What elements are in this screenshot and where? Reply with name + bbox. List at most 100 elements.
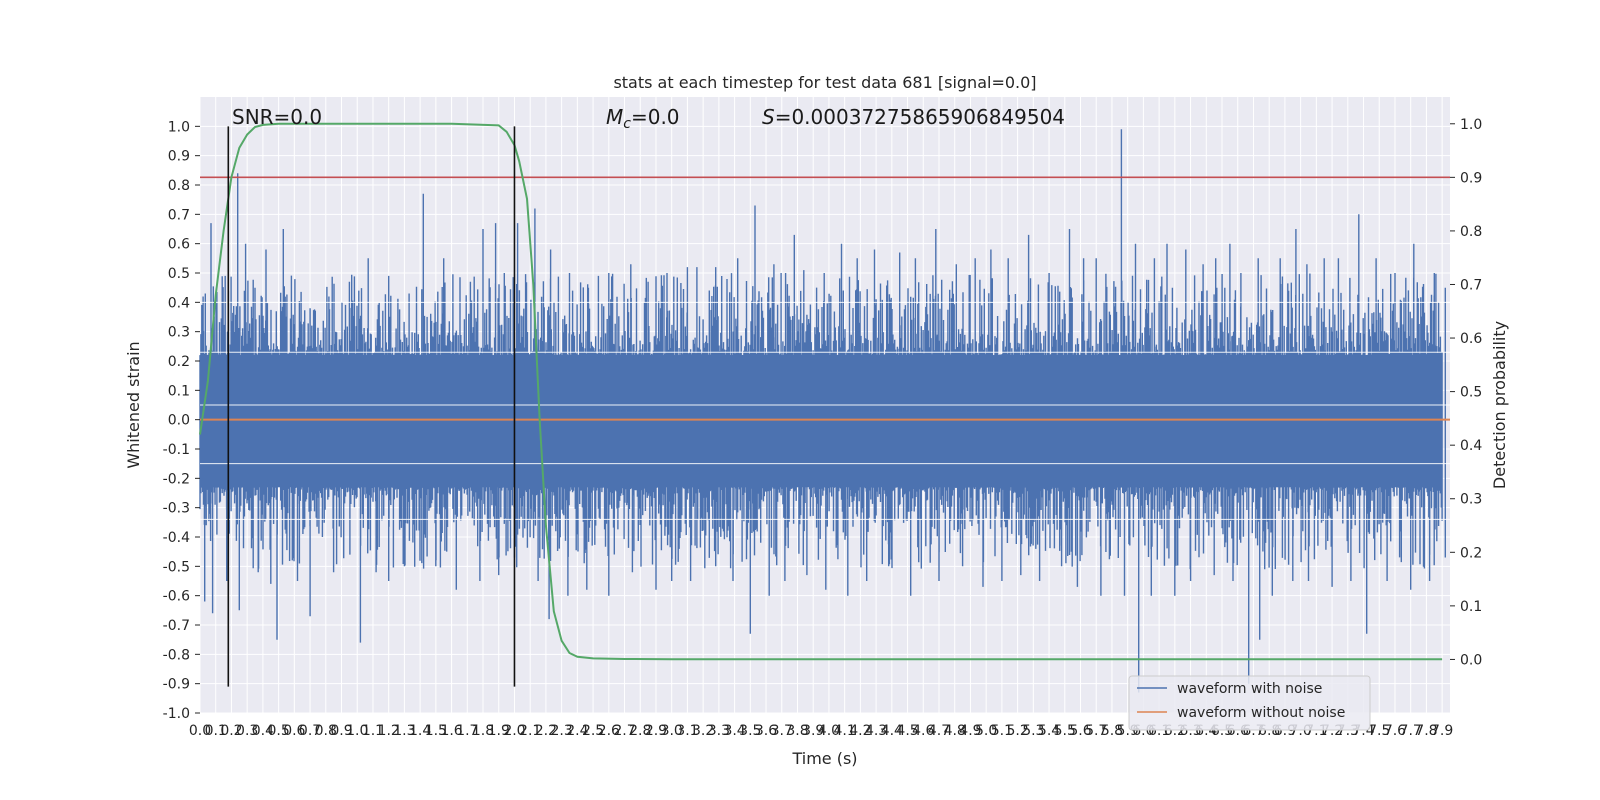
x-tick-label: 7.7	[1400, 723, 1422, 739]
mc-value: =0.0	[631, 105, 680, 129]
x-tick-label: 1.1	[362, 723, 384, 739]
x-tick-label: 0.6	[283, 723, 305, 739]
x-tick-label: 2.0	[503, 723, 525, 739]
y2-tick-label: 0.6	[1460, 331, 1482, 347]
x-tick-label: 3.5	[739, 723, 761, 739]
waveform-with-noise-series	[199, 129, 1450, 693]
x-tick-label: 1.9	[488, 723, 510, 739]
x-tick-label: 1.8	[472, 723, 494, 739]
legend-label-noise: waveform with noise	[1177, 681, 1322, 697]
x-tick-label: 3.1	[676, 723, 698, 739]
x-tick-label: 0.4	[252, 723, 274, 739]
x-tick-label: 1.2	[378, 723, 400, 739]
y-ticks: -1.0 -0.9 -0.8 -0.7 -0.6 -0.5 -0.4 -0.3 -0.2 -0.1…	[163, 119, 200, 722]
y-tick-label: 0.2	[168, 354, 190, 370]
y2-tick-label: 0.2	[1460, 545, 1482, 561]
y-axis-label: Whitened strain	[124, 341, 143, 468]
s-annotation: S=0.00037275865906849504	[762, 105, 1065, 129]
y-tick-label: 0.7	[168, 207, 190, 223]
mc-symbol: M	[606, 105, 623, 129]
y2-ticks: 0.0 0.1 0.2 0.3 0.4 0.5 0.6 0.7 0.8 0.9 1.0	[1450, 117, 1482, 668]
x-tick-label: 1.6	[440, 723, 462, 739]
x-tick-label: 5.5	[1054, 723, 1076, 739]
x-tick-label: 4.4	[881, 723, 903, 739]
y-tick-label: 0.9	[168, 149, 190, 165]
y-tick-label: 0.0	[168, 413, 190, 429]
s-value: =0.00037275865906849504	[775, 105, 1065, 129]
x-tick-label: 3.6	[755, 723, 777, 739]
x-tick-label: 5.2	[1006, 723, 1028, 739]
x-tick-label: 1.3	[393, 723, 415, 739]
x-tick-label: 4.3	[865, 723, 887, 739]
x-tick-label: 4.8	[944, 723, 966, 739]
x-tick-label: 2.1	[519, 723, 541, 739]
x-tick-label: 3.9	[802, 723, 824, 739]
x-tick-label: 4.0	[818, 723, 840, 739]
y-tick-label: -0.8	[163, 647, 190, 663]
x-tick-label: 4.5	[896, 723, 918, 739]
x-tick-label: 0.5	[267, 723, 289, 739]
y-tick-label: 0.5	[168, 266, 190, 282]
snr-annotation: SNR=0.0	[232, 105, 322, 129]
mc-subscript: c	[623, 116, 631, 132]
x-tick-label: 1.7	[456, 723, 478, 739]
x-tick-label: 5.6	[1069, 723, 1091, 739]
y2-tick-label: 0.0	[1460, 652, 1482, 668]
y-tick-label: -0.4	[163, 530, 190, 546]
x-tick-label: 7.8	[1415, 723, 1437, 739]
y-tick-label: 0.8	[168, 178, 190, 194]
y-tick-label: -0.7	[163, 618, 190, 634]
x-tick-label: 5.1	[991, 723, 1013, 739]
chart-title: stats at each timestep for test data 681…	[613, 73, 1036, 92]
y-tick-label: -0.5	[163, 559, 190, 575]
x-tick-label: 7.6	[1384, 723, 1406, 739]
s-symbol: S	[762, 105, 775, 129]
y2-tick-label: 0.1	[1460, 599, 1482, 615]
x-tick-label: 0.1	[205, 723, 227, 739]
x-tick-label: 0.3	[236, 723, 258, 739]
y-tick-label: -0.9	[163, 677, 190, 693]
x-tick-label: 5.7	[1085, 723, 1107, 739]
y2-tick-label: 0.4	[1460, 438, 1482, 454]
y-tick-label: 0.3	[168, 325, 190, 341]
x-tick-label: 3.0	[661, 723, 683, 739]
x-tick-label: 7.5	[1368, 723, 1390, 739]
x-tick-label: 0.0	[189, 723, 211, 739]
mc-annotation: Mc=0.0	[606, 105, 680, 132]
x-tick-label: 2.2	[535, 723, 557, 739]
x-tick-label: 2.8	[629, 723, 651, 739]
y-tick-label: -0.1	[163, 442, 190, 458]
y-tick-label: 0.6	[168, 237, 190, 253]
x-tick-label: 2.4	[566, 723, 588, 739]
y2-tick-label: 0.9	[1460, 170, 1482, 186]
legend: waveform with noise waveform without noi…	[1128, 675, 1371, 731]
x-tick-label: 1.5	[425, 723, 447, 739]
x-tick-label: 3.4	[723, 723, 745, 739]
x-tick-label: 4.1	[834, 723, 856, 739]
x-tick-label: 0.7	[299, 723, 321, 739]
x-tick-label: 2.5	[582, 723, 604, 739]
y2-tick-label: 0.5	[1460, 385, 1482, 401]
x-tick-label: 5.0	[975, 723, 997, 739]
x-tick-label: 0.2	[220, 723, 242, 739]
vertical-markers	[227, 126, 516, 687]
x-tick-label: 4.9	[959, 723, 981, 739]
x-tick-label: 2.3	[551, 723, 573, 739]
x-tick-label: 2.6	[598, 723, 620, 739]
y-tick-label: 1.0	[168, 119, 190, 135]
x-axis-label: Time (s)	[791, 749, 857, 768]
y-tick-label: -0.3	[163, 501, 190, 517]
x-tick-label: 3.2	[692, 723, 714, 739]
x-tick-label: 4.7	[928, 723, 950, 739]
x-tick-label: 1.4	[409, 723, 431, 739]
x-tick-label: 2.7	[613, 723, 635, 739]
detection-probability-series	[199, 122, 1443, 661]
probability-line	[199, 122, 1443, 661]
x-tick-label: 2.9	[645, 723, 667, 739]
y2-tick-label: 0.7	[1460, 277, 1482, 293]
x-tick-label: 3.3	[708, 723, 730, 739]
x-tick-label: 3.7	[771, 723, 793, 739]
y-tick-label: 0.1	[168, 383, 190, 399]
x-tick-label: 0.8	[315, 723, 337, 739]
